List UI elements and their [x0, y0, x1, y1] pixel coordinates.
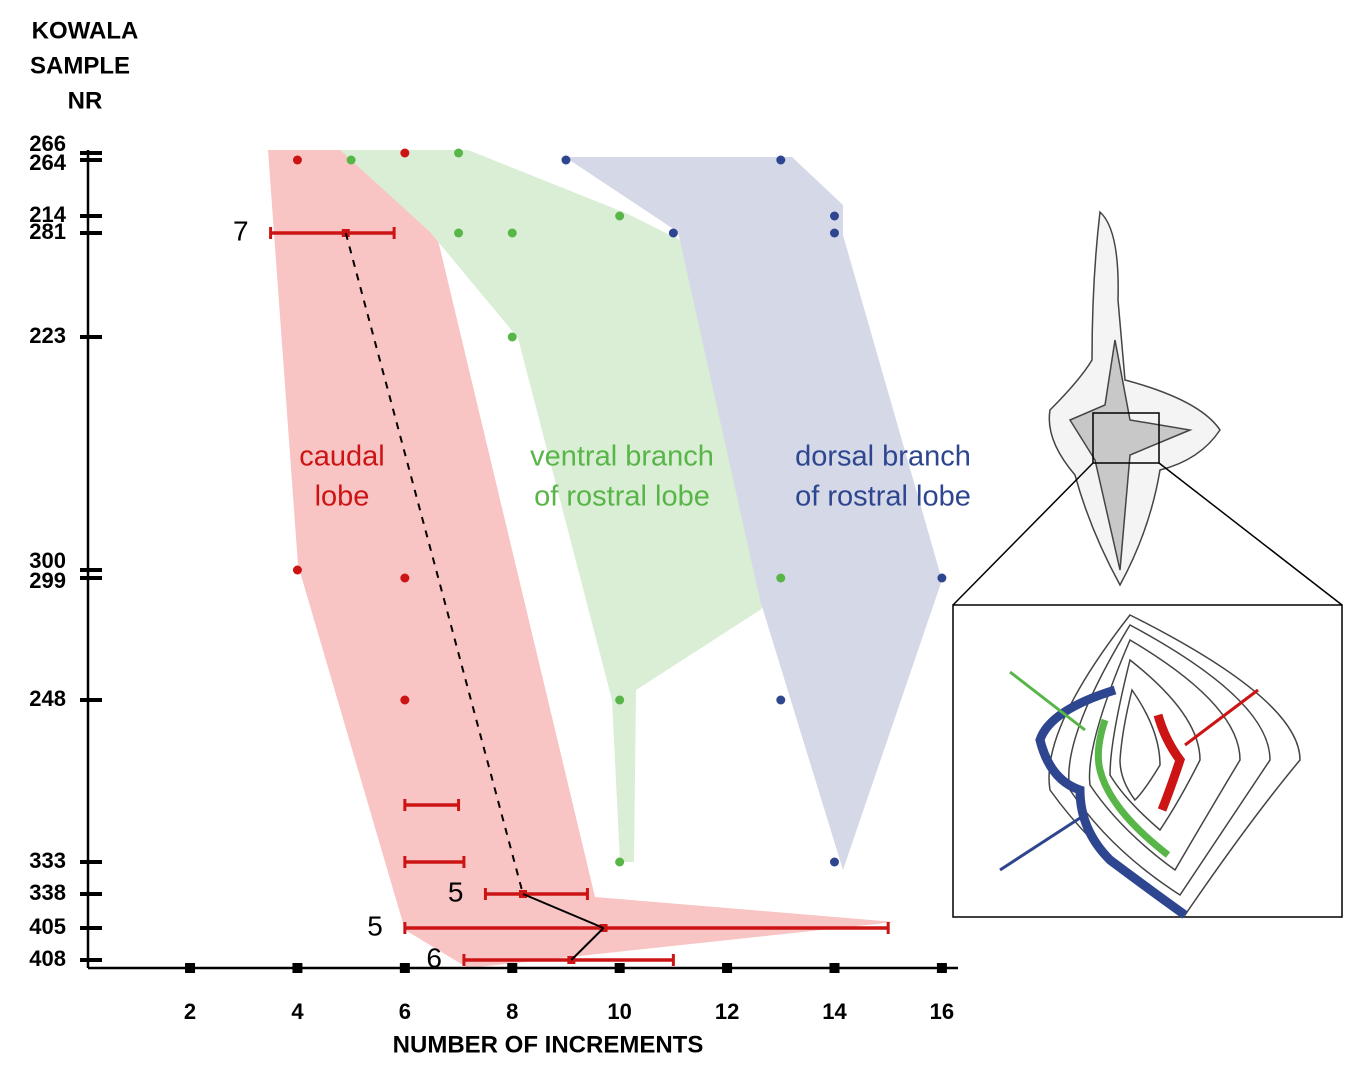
- data-point: [776, 573, 786, 583]
- data-point: [346, 155, 356, 165]
- legend-label: of rostral lobe: [795, 481, 971, 513]
- data-point: [668, 228, 678, 238]
- y-tick-label: 338: [29, 880, 66, 905]
- count-label: 6: [426, 942, 442, 973]
- x-tick: [936, 963, 947, 973]
- y-tick-label: 223: [29, 323, 66, 348]
- green-zone: [1094, 718, 1171, 858]
- y-tick-label: 281: [29, 219, 66, 244]
- inset-contour: [1088, 638, 1241, 872]
- fossil-core: [1068, 339, 1193, 571]
- data-point: [615, 857, 625, 867]
- legend-label: lobe: [315, 481, 370, 513]
- x-tick: [292, 963, 303, 973]
- data-point: [454, 228, 464, 238]
- x-title: NUMBER OF INCREMENTS: [393, 1031, 704, 1058]
- x-tick-label: 4: [291, 999, 304, 1024]
- data-point: [561, 155, 571, 165]
- inset-contour: [1109, 658, 1201, 832]
- data-point: [400, 695, 410, 705]
- legend-label: caudal: [299, 441, 384, 473]
- data-point: [400, 573, 410, 583]
- y-tick-label: 408: [29, 946, 66, 971]
- zoom-box: [1092, 412, 1160, 464]
- y-title: KOWALA: [32, 17, 139, 44]
- count-label: 5: [367, 910, 383, 941]
- x-tick-label: 12: [715, 999, 739, 1024]
- ventral-envelope: [340, 150, 792, 862]
- data-point: [829, 857, 839, 867]
- data-point: [292, 565, 302, 575]
- x-tick-label: 10: [607, 999, 631, 1024]
- zoom-line: [1158, 462, 1343, 606]
- y-tick-label: 264: [29, 150, 66, 175]
- envelopes: [268, 150, 942, 968]
- mean-trend: [570, 927, 605, 961]
- data-point: [615, 211, 625, 221]
- fossil-outline: [1048, 210, 1221, 587]
- y-tick-label: 405: [29, 914, 66, 939]
- count-label: 5: [448, 876, 464, 907]
- dorsal-envelope: [565, 157, 942, 870]
- y-tick-label: 214: [29, 202, 66, 227]
- mean-trend: [522, 893, 604, 929]
- y-tick-label: 300: [29, 548, 66, 573]
- data-point: [776, 155, 786, 165]
- legend-label: ventral branch: [530, 441, 714, 473]
- data-point: [507, 228, 517, 238]
- x-tick-label: 8: [506, 999, 518, 1024]
- data-point: [292, 155, 302, 165]
- data-point: [454, 148, 464, 158]
- x-tick-label: 16: [930, 999, 954, 1024]
- x-tick: [722, 963, 733, 973]
- x-tick-label: 14: [822, 999, 847, 1024]
- inset-contour: [1119, 688, 1161, 802]
- x-tick: [185, 963, 196, 973]
- y-title: NR: [68, 87, 103, 114]
- red-zone: [1153, 713, 1186, 812]
- data-point: [507, 332, 517, 342]
- x-tick-label: 6: [399, 999, 411, 1024]
- arrow: [1009, 670, 1086, 732]
- inset-box: [952, 604, 1343, 918]
- zoom-line: [952, 462, 1094, 606]
- data-point: [615, 695, 625, 705]
- data-point: [776, 695, 786, 705]
- x-tick-label: 2: [184, 999, 196, 1024]
- data-point: [829, 228, 839, 238]
- x-tick: [507, 963, 518, 973]
- arrow: [1184, 688, 1259, 747]
- inset-contour: [1068, 624, 1271, 897]
- fossil-sketch: [952, 210, 1343, 919]
- arrow: [999, 816, 1081, 872]
- legend-label: of rostral lobe: [534, 481, 710, 513]
- y-title: SAMPLE: [30, 52, 130, 79]
- caudal-envelope: [268, 150, 895, 968]
- data-point: [937, 573, 947, 583]
- data-point: [400, 148, 410, 158]
- y-tick-label: 333: [29, 848, 66, 873]
- x-tick: [399, 963, 410, 973]
- data-point: [829, 211, 839, 221]
- blue-zone: [1035, 685, 1188, 919]
- x-tick: [614, 963, 625, 973]
- x-tick: [829, 963, 840, 973]
- mean-trend: [344, 232, 524, 895]
- y-tick-label: 266: [29, 131, 66, 156]
- y-tick-label: 299: [29, 568, 66, 593]
- legend-label: dorsal branch: [795, 441, 971, 473]
- count-label: 7: [233, 215, 249, 246]
- y-tick-label: 248: [29, 686, 66, 711]
